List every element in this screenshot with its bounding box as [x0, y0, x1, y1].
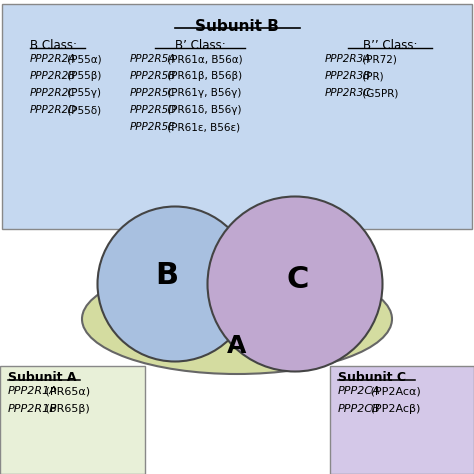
Text: PPP2R2C: PPP2R2C [30, 88, 76, 98]
Text: (P55γ): (P55γ) [64, 88, 100, 98]
Text: PPP2R5E: PPP2R5E [130, 122, 176, 132]
Text: PPP2R5C: PPP2R5C [130, 88, 176, 98]
Text: PPP2R3C: PPP2R3C [325, 88, 372, 98]
Text: PPP2R3B: PPP2R3B [325, 71, 371, 81]
Text: B Class:: B Class: [30, 39, 77, 52]
Text: B: B [155, 262, 179, 291]
Ellipse shape [208, 197, 383, 372]
Text: (PR): (PR) [359, 71, 383, 81]
Text: (PR61ε, B56ε): (PR61ε, B56ε) [164, 122, 240, 132]
Text: PPP2R5D: PPP2R5D [130, 105, 177, 115]
Text: Subunit B: Subunit B [195, 19, 279, 34]
Text: Subunit C: Subunit C [338, 371, 406, 384]
Text: (PR65α): (PR65α) [42, 386, 91, 396]
Text: (PR61α, B56α): (PR61α, B56α) [164, 54, 242, 64]
Text: (PR72): (PR72) [359, 54, 396, 64]
Text: PPP2R2B: PPP2R2B [30, 71, 76, 81]
Text: A: A [228, 334, 246, 358]
Text: (P55β): (P55β) [64, 71, 101, 81]
Text: PPP2R1B: PPP2R1B [8, 404, 58, 414]
Text: PPP2R5A: PPP2R5A [130, 54, 176, 64]
Text: PPP2R1A: PPP2R1A [8, 386, 58, 396]
Text: (PR65β): (PR65β) [42, 404, 90, 414]
Text: PPP2R2D: PPP2R2D [30, 105, 77, 115]
Text: (PR61δ, B56γ): (PR61δ, B56γ) [164, 105, 241, 115]
Text: (PR61β, B56β): (PR61β, B56β) [164, 71, 242, 81]
Text: B’’ Class:: B’’ Class: [363, 39, 417, 52]
Text: (G5PR): (G5PR) [359, 88, 398, 98]
Text: PPP2R5B: PPP2R5B [130, 71, 176, 81]
Ellipse shape [98, 207, 253, 362]
Text: B’ Class:: B’ Class: [174, 39, 225, 52]
Text: PPP2CA: PPP2CA [338, 386, 381, 396]
Ellipse shape [82, 264, 392, 374]
Text: PPP2R2A: PPP2R2A [30, 54, 76, 64]
FancyBboxPatch shape [2, 4, 472, 229]
Text: (PP2Acβ): (PP2Acβ) [367, 404, 421, 414]
Text: (PR61γ, B56γ): (PR61γ, B56γ) [164, 88, 241, 98]
Text: Subunit A: Subunit A [8, 371, 76, 384]
FancyBboxPatch shape [0, 366, 145, 474]
FancyBboxPatch shape [330, 366, 474, 474]
Text: C: C [287, 264, 309, 293]
Text: PPP2CB: PPP2CB [338, 404, 381, 414]
Text: PPP2R3A: PPP2R3A [325, 54, 371, 64]
Text: (P55α): (P55α) [64, 54, 101, 64]
Text: (P55δ): (P55δ) [64, 105, 100, 115]
Text: (PP2Acα): (PP2Acα) [367, 386, 421, 396]
